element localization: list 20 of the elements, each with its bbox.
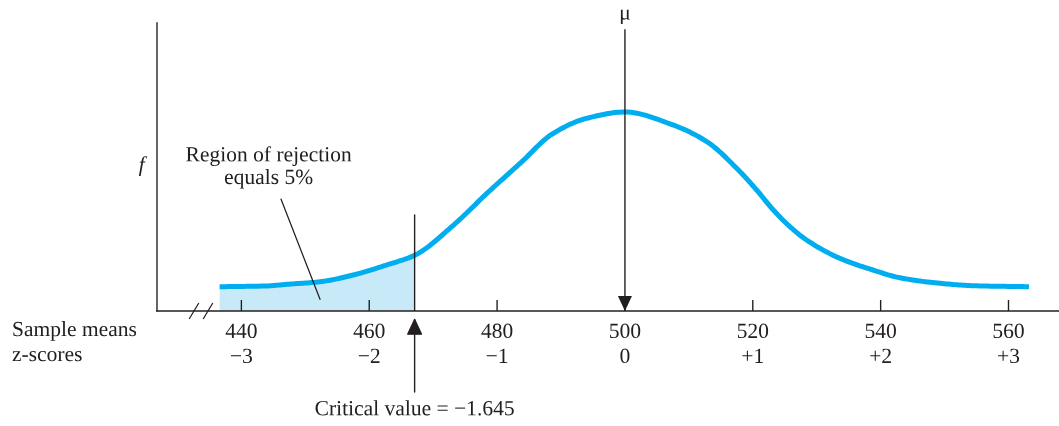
annotation: Region of rejection equals 5%	[186, 146, 352, 189]
x-tick-label: 520	[737, 323, 769, 339]
x2-tick-label: −3	[231, 348, 252, 364]
x2-tick-label: +1	[742, 348, 763, 363]
x2-tick-label: +3	[998, 348, 1020, 364]
x-tick-label: 540	[865, 323, 896, 339]
x-tick-label: 460	[353, 323, 385, 339]
ref-line-label: μ	[620, 9, 630, 25]
x-tick-label: 480	[481, 323, 513, 339]
x-tick-label: 560	[993, 323, 1024, 339]
x-tick-label: 440	[225, 323, 257, 339]
x2-tick-label: −1	[486, 348, 508, 363]
x-axis-title: Sample means	[13, 321, 137, 341]
x2-tick-label: +2	[870, 348, 891, 363]
x2-axis-title: z-scores	[12, 350, 82, 362]
y-axis-title: f	[138, 156, 148, 177]
ref-line-label: Critical value = −1.645	[315, 400, 514, 416]
x2-tick-label: −2	[358, 348, 380, 363]
x-tick-label: 500	[610, 323, 641, 339]
x2-tick-label: 0	[620, 348, 630, 364]
